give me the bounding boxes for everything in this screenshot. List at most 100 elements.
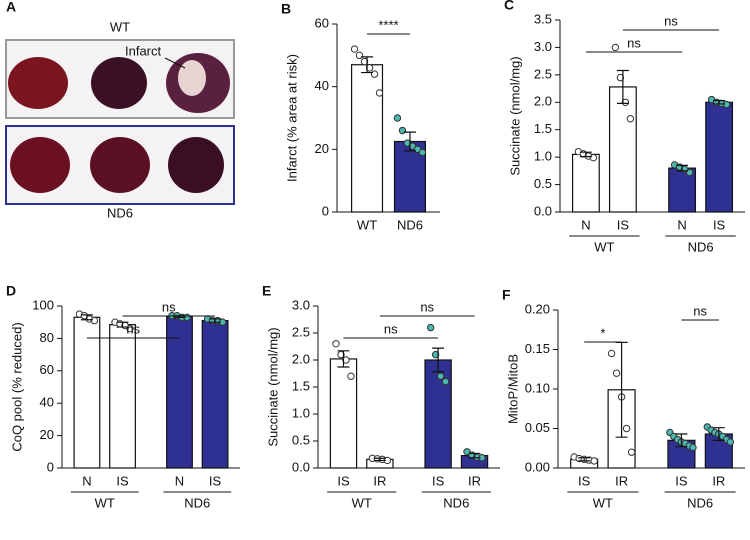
- y-tick-label: 60: [315, 15, 329, 30]
- significance-label: ns: [627, 35, 641, 50]
- bar: [201, 319, 229, 469]
- group-label: ND6: [687, 495, 713, 510]
- data-point: [370, 70, 379, 78]
- group-label: ND6: [443, 495, 469, 510]
- group-label: WT: [95, 495, 115, 510]
- y-tick-label: 0.00: [525, 459, 550, 474]
- data-point: [398, 126, 407, 135]
- data-point: [393, 114, 402, 122]
- group-label: WT: [594, 239, 614, 254]
- heart: [10, 137, 70, 193]
- data-point: [436, 372, 445, 380]
- x-tick-label: IS: [116, 473, 129, 488]
- group-label: ND6: [107, 205, 133, 220]
- x-tick-label: IS: [209, 473, 222, 488]
- panel-label: D: [6, 283, 16, 299]
- y-tick-label: 1.5: [534, 121, 552, 136]
- x-tick-label: IS: [617, 217, 630, 232]
- y-tick-label: 0.15: [525, 341, 550, 356]
- significance-label: ns: [664, 13, 678, 28]
- y-tick-label: 20: [315, 141, 329, 156]
- y-tick-label: 40: [40, 395, 54, 410]
- data-point: [612, 369, 621, 377]
- data-point: [689, 443, 697, 452]
- significance-label: ns: [162, 299, 176, 314]
- data-point: [80, 312, 89, 320]
- group-label: WT: [110, 19, 130, 34]
- y-tick-label: 40: [315, 78, 329, 93]
- error-bar: [616, 69, 629, 104]
- error-bar: [116, 321, 129, 328]
- bar: [608, 86, 637, 213]
- data-point: [342, 356, 350, 364]
- heart: [90, 137, 150, 193]
- error-bar: [712, 427, 725, 441]
- data-point: [607, 349, 616, 358]
- error-bar: [80, 314, 93, 321]
- error-bar: [403, 131, 416, 152]
- x-tick-label: WT: [357, 217, 377, 232]
- y-tick-label: 60: [40, 362, 54, 377]
- data-point: [426, 323, 435, 332]
- error-bar: [579, 151, 592, 158]
- data-point: [365, 64, 374, 72]
- y-axis-label: Succinate (nmol/mg): [507, 56, 522, 175]
- x-tick-label: IS: [432, 473, 445, 488]
- bar: [350, 64, 384, 213]
- bar: [166, 315, 193, 469]
- x-tick-label: N: [82, 473, 91, 488]
- panel-label: B: [281, 1, 291, 17]
- y-tick-label: 80: [40, 330, 54, 345]
- y-tick-label: 1.0: [534, 149, 552, 164]
- data-point: [332, 340, 340, 348]
- significance-label: ns: [384, 321, 398, 336]
- error-bar: [361, 56, 374, 74]
- group-label: WT: [593, 495, 613, 510]
- error-bar: [468, 452, 481, 459]
- y-tick-label: 3.0: [292, 297, 310, 312]
- bar: [109, 324, 136, 469]
- y-tick-label: 3.5: [534, 11, 552, 26]
- data-point: [441, 377, 450, 386]
- bar: [73, 316, 101, 469]
- data-point: [418, 148, 427, 157]
- group-label: ND6: [688, 239, 714, 254]
- y-tick-label: 2.5: [534, 66, 552, 81]
- x-tick-label: IR: [373, 473, 386, 488]
- x-tick-label: IR: [468, 473, 481, 488]
- data-point: [90, 316, 99, 325]
- y-tick-label: 0.20: [525, 301, 550, 316]
- data-point: [726, 438, 735, 446]
- data-point: [626, 115, 635, 123]
- data-point: [616, 73, 625, 82]
- error-bar: [713, 100, 726, 105]
- x-tick-label: IR: [712, 473, 725, 488]
- y-tick-label: 1.0: [292, 405, 310, 420]
- heart: [168, 137, 224, 193]
- y-tick-label: 0.05: [525, 420, 550, 435]
- group-label: WT: [352, 495, 372, 510]
- error-bar: [432, 347, 445, 373]
- data-point: [622, 424, 631, 433]
- x-tick-label: IS: [337, 473, 350, 488]
- significance-label: ****: [378, 17, 398, 32]
- error-bar: [337, 350, 350, 368]
- y-tick-label: 0.5: [534, 176, 552, 191]
- y-axis-label: CoQ pool (% reduced): [9, 322, 24, 451]
- x-tick-label: IR: [615, 473, 628, 488]
- significance-label: ns: [126, 321, 140, 336]
- x-tick-label: N: [581, 217, 590, 232]
- pointer: [164, 57, 186, 69]
- x-tick-label: N: [677, 217, 686, 232]
- y-tick-label: 0.10: [525, 380, 550, 395]
- data-point: [589, 153, 598, 162]
- x-tick-label: IS: [713, 217, 726, 232]
- data-point: [360, 57, 369, 66]
- y-axis-label: Succinate (nmol/mg): [265, 327, 280, 446]
- heart: [91, 57, 147, 109]
- x-tick-label: ND6: [397, 217, 423, 232]
- panel-label: F: [502, 287, 511, 303]
- error-bar: [373, 457, 386, 462]
- error-bar: [578, 457, 591, 462]
- x-tick-label: IS: [675, 473, 688, 488]
